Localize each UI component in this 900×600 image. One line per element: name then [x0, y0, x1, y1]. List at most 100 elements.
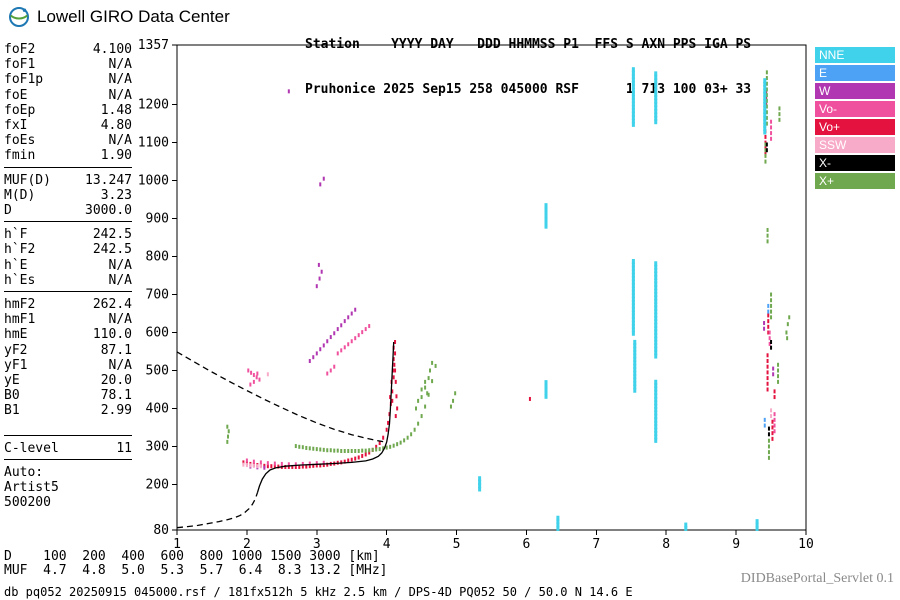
readout-row-yf2: yF2 87.1: [4, 343, 132, 358]
readout-label: fmin: [4, 148, 36, 164]
divider: [4, 291, 132, 293]
y-tick-label: 80: [153, 523, 169, 538]
readout-label: C-level: [4, 440, 59, 456]
servlet-version-label: DIDBasePortal_Servlet 0.1: [740, 571, 894, 586]
readout-value: N/A: [108, 87, 132, 103]
readout-label: foF1p: [4, 72, 44, 88]
readout-row-mufd: MUF(D) 13.247: [4, 173, 132, 188]
readout-value: 262.4: [92, 297, 132, 313]
readout-value: 11: [116, 440, 132, 456]
record-status-line: db pq052 20250915 045000.rsf / 181fx512h…: [4, 585, 633, 599]
series-nne: [478, 67, 767, 531]
readout-row-fof1: foF1 N/A: [4, 57, 132, 72]
readout-value: N/A: [108, 57, 132, 73]
readout-row-md: M(D) 3.23: [4, 188, 132, 203]
readout-row-d: D 3000.0: [4, 203, 132, 218]
readout-label: M(D): [4, 187, 36, 203]
divider: [4, 458, 132, 460]
readout-row-b1: B1 2.99: [4, 403, 132, 418]
readout-label: yF1: [4, 357, 28, 373]
x-tick-label: 6: [523, 537, 531, 552]
readout-row-he: h`E N/A: [4, 258, 132, 273]
divider: [4, 166, 132, 168]
y-tick-label: 600: [146, 326, 169, 341]
readout-label: foF1: [4, 57, 36, 73]
muf-values-row: MUF 4.7 4.8 5.0 5.3 5.7 6.4 8.3 13.2 [MH…: [4, 563, 388, 578]
station-header: Station YYYY DAY DDD HHMMSS P1 FFS S AXN…: [305, 7, 751, 127]
readout-label: fxI: [4, 118, 28, 134]
readout-row-hf2: h`F2 242.5: [4, 242, 132, 257]
readout-value: N/A: [108, 272, 132, 288]
x-tick-label: 8: [662, 537, 670, 552]
readout-value: 3.23: [100, 187, 132, 203]
readout-row-yf1: yF1 N/A: [4, 358, 132, 373]
legend-item-ssw: SSW: [815, 137, 895, 153]
giro-logo-icon: [9, 7, 29, 27]
readout-value: 110.0: [92, 327, 132, 343]
x-tick-label: 5: [453, 537, 461, 552]
readout-label: foF2: [4, 42, 36, 57]
line-true-height-profile: [256, 341, 395, 493]
readout-row-ye: yE 20.0: [4, 373, 132, 388]
readout-label: h`E: [4, 257, 28, 273]
readout-label: foEp: [4, 102, 36, 118]
readout-label: hmE: [4, 327, 28, 343]
series-vo-minus: [245, 119, 776, 467]
readout-value: 13.247: [85, 172, 132, 188]
readout-value: 3000.0: [85, 203, 132, 219]
readout-value: N/A: [108, 257, 132, 273]
legend-item-x-: X-: [815, 155, 895, 171]
readout-label: B0: [4, 388, 20, 404]
brand: Lowell GIRO Data Center: [8, 6, 230, 28]
readout-label: yE: [4, 373, 20, 389]
y-tick-label: 1100: [138, 136, 169, 151]
readout-value: 2.99: [100, 403, 132, 419]
readout-label: foE: [4, 87, 28, 103]
series-x-plus: [226, 70, 791, 460]
readout-label: D: [4, 203, 12, 219]
readout-value: 78.1: [100, 388, 132, 404]
legend-item-e: E: [815, 65, 895, 81]
legend-item-vo-: Vo-: [815, 101, 895, 117]
y-tick-label: 900: [146, 212, 169, 227]
legend-item-vo+: Vo+: [815, 119, 895, 135]
y-tick-label: 200: [146, 477, 169, 492]
line-e-region-model: [176, 492, 259, 529]
readout-value: 242.5: [92, 227, 132, 243]
y-tick-label: 300: [146, 439, 169, 454]
readout-value: 20.0: [100, 373, 132, 389]
readout-row-hf: h`F 242.5: [4, 227, 132, 242]
readout-label: hmF1: [4, 312, 36, 328]
series-e: [763, 303, 770, 428]
y-tick-label: 800: [146, 250, 169, 265]
readout-value: 1.48: [100, 102, 132, 118]
x-tick-label: 7: [592, 537, 600, 552]
echo-direction-legend: NNE E W Vo- Vo+ SSW X- X+: [815, 47, 895, 191]
y-tick-label: 1200: [138, 98, 169, 113]
readout-label: hmF2: [4, 297, 36, 313]
line-transmission-curve: [176, 351, 385, 443]
legend-item-x+: X+: [815, 173, 895, 189]
readout-row-hes: h`Es N/A: [4, 273, 132, 288]
readout-value: 1.90: [100, 148, 132, 164]
readout-value: 4.80: [100, 118, 132, 134]
readout-row-hmf2: hmF2 262.4: [4, 297, 132, 312]
readout-value: N/A: [108, 312, 132, 328]
y-tick-label: 500: [146, 363, 169, 378]
station-header-line2: Pruhonice 2025 Sep15 258 045000 RSF 1 71…: [305, 82, 752, 97]
auto-scaler-line: Auto:: [4, 464, 44, 480]
readout-row-fxi: fxI 4.80: [4, 118, 132, 133]
readout-row-b0: B0 78.1: [4, 388, 132, 403]
series-w: [249, 89, 775, 470]
readout-value: N/A: [108, 133, 132, 149]
y-tick-label: 1000: [138, 174, 169, 189]
readout-row-clevel: C-level 11: [4, 441, 132, 456]
readout-label: MUF(D): [4, 172, 51, 188]
divider: [4, 221, 132, 223]
readout-label: h`F2: [4, 242, 36, 258]
readout-value: N/A: [108, 72, 132, 88]
auto-scaler-line: 500200: [4, 495, 51, 511]
readout-row-foe: foE N/A: [4, 88, 132, 103]
divider: [4, 434, 132, 436]
